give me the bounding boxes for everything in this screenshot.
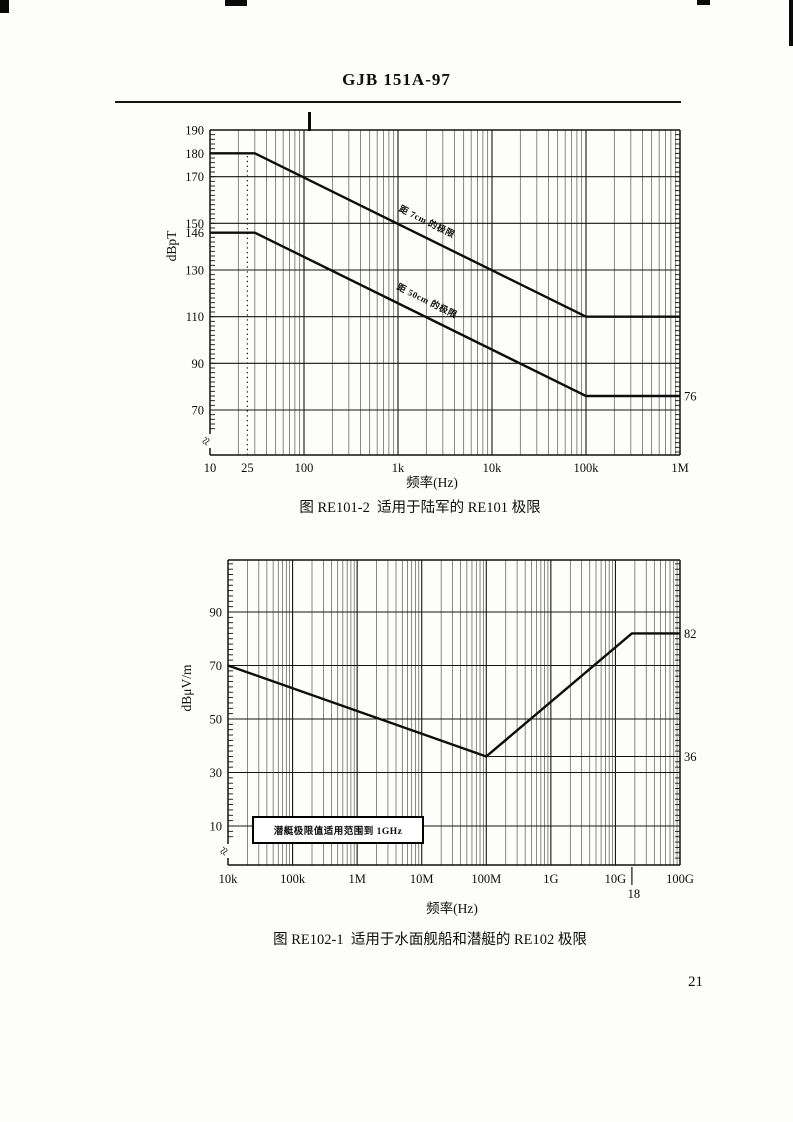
y-tick-label: 130 xyxy=(185,263,204,277)
y-tick-label: 170 xyxy=(185,170,204,184)
x-tick-label: 10k xyxy=(483,461,503,475)
scan-artifact xyxy=(308,112,311,131)
y-tick-label: 70 xyxy=(210,659,223,673)
y-tick-label: 150 xyxy=(185,217,204,231)
limit-line xyxy=(227,632,680,758)
axis-break-icon: ≈ xyxy=(198,434,216,449)
note-box xyxy=(252,816,424,844)
right-value-label: 36 xyxy=(684,750,697,764)
scan-artifact xyxy=(697,0,710,5)
chart1-caption: 图 RE101-2 适用于陆军的 RE101 极限 xyxy=(299,500,541,516)
y-tick-label: 90 xyxy=(192,357,205,371)
x-tick-label: 25 xyxy=(241,461,254,475)
right-value-label: 82 xyxy=(684,627,697,641)
scan-artifact xyxy=(225,0,247,6)
x-tick-label: 100 xyxy=(295,461,314,475)
header-rule xyxy=(115,101,681,103)
x-tick-label: 100G xyxy=(666,872,694,886)
x-tick-label: 1k xyxy=(392,461,405,475)
chart-re102: ≈90 70 50 30 10 10k 100k 1M 10M 100M 1G 10G 100G 82 36… xyxy=(210,559,697,901)
y-tick-label: 70 xyxy=(192,403,205,417)
x-tick-label: 10G xyxy=(605,872,627,886)
y-tick-label: 190 xyxy=(185,124,204,138)
chart1-x-axis-title: 频率(Hz) xyxy=(406,475,458,490)
x-tick-label: 10M xyxy=(410,872,434,886)
chart1-y-axis-title: dBpT xyxy=(164,230,179,262)
limit-line xyxy=(210,231,680,398)
page-number: 21 xyxy=(688,974,703,990)
chart2-x-axis-title: 频率(Hz) xyxy=(426,901,478,916)
x-tick-label: 100k xyxy=(280,872,306,886)
y-tick-label: 30 xyxy=(210,766,223,780)
extra-x-label: 18 xyxy=(628,887,641,901)
note-text: 潜艇极限值适用范围到 1GHz xyxy=(274,825,403,837)
y-tick-label: 110 xyxy=(186,310,204,324)
chart2-y-axis-title: dBμV/m xyxy=(179,664,194,712)
x-tick-label: 10 xyxy=(204,461,217,475)
page-header-title: GJB 151A-97 xyxy=(342,70,451,89)
x-tick-label: 100M xyxy=(471,872,501,886)
y-tick-label: 10 xyxy=(210,820,223,834)
y-tick-label: 146 xyxy=(185,226,204,240)
y-tick-label: 50 xyxy=(210,713,223,727)
x-tick-label: 1G xyxy=(543,872,558,886)
limit-line xyxy=(210,152,680,318)
y-tick-label: 180 xyxy=(185,147,204,161)
scan-artifact xyxy=(789,0,793,46)
x-tick-label: 100k xyxy=(574,461,600,475)
right-value-label: 76 xyxy=(684,389,697,403)
x-tick-label: 1M xyxy=(671,461,688,475)
x-tick-label: 1M xyxy=(348,872,365,886)
chart2-caption: 图 RE102-1 适用于水面舰船和潜艇的 RE102 极限 xyxy=(273,932,587,948)
y-tick-label: 90 xyxy=(210,606,223,620)
axis-break-icon: ≈ xyxy=(216,844,234,859)
series-label: 距 50cm 的极限 xyxy=(395,281,459,320)
x-tick-label: 10k xyxy=(219,872,239,886)
scan-artifact xyxy=(0,0,9,13)
series-label: 距 7cm 的极限 xyxy=(398,203,458,240)
